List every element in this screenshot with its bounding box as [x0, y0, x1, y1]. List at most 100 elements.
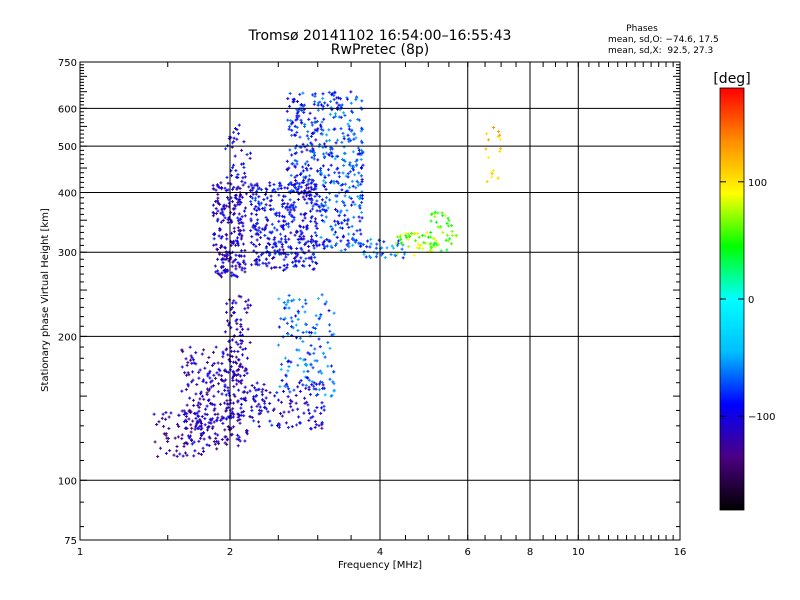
echo-point [277, 343, 281, 347]
echo-point [178, 452, 182, 456]
echo-point [257, 186, 261, 190]
echo-point [305, 375, 309, 379]
echo-point [220, 235, 224, 239]
echo-point [204, 381, 208, 385]
echo-point [188, 434, 192, 438]
echo-point [295, 423, 299, 427]
echo-point [204, 407, 208, 411]
echo-point [250, 405, 254, 409]
echo-point [181, 454, 185, 458]
echo-point [184, 388, 188, 392]
echo-point [219, 236, 223, 240]
echo-point [323, 302, 327, 306]
echo-point [269, 194, 273, 198]
echo-point [278, 181, 282, 185]
echo-point [202, 449, 206, 453]
echo-point [226, 425, 230, 429]
echo-point [254, 262, 258, 266]
echo-point [312, 267, 316, 271]
echo-point [284, 373, 288, 377]
echo-point [296, 237, 300, 241]
colorbar-label: [deg] [713, 71, 750, 87]
echo-point [293, 233, 297, 237]
echo-point [189, 354, 193, 358]
echo-point [240, 195, 244, 199]
echo-point [232, 230, 236, 234]
echo-point [234, 378, 238, 382]
echo-point [219, 181, 223, 185]
echo-point [307, 330, 311, 334]
echo-point [268, 252, 272, 256]
echo-point [216, 257, 220, 261]
echo-point [302, 411, 306, 415]
echo-point [289, 122, 293, 126]
echo-point [192, 454, 196, 458]
echo-point [312, 244, 316, 248]
echo-point [293, 185, 297, 189]
echo-point [312, 381, 316, 385]
echo-point [257, 242, 261, 246]
echo-point [241, 327, 245, 331]
echo-point [250, 196, 254, 200]
y-tick-label: 100 [58, 476, 77, 487]
echo-point [230, 338, 234, 342]
echo-point [208, 369, 212, 373]
echo-point [185, 453, 189, 457]
echo-point [321, 383, 325, 387]
echo-point [253, 183, 257, 187]
echo-point [303, 401, 307, 405]
y-axis-label: Stationary phase Virtual Height [km] [40, 208, 51, 392]
echo-point [198, 368, 202, 372]
echo-point [240, 179, 244, 183]
echo-point [313, 327, 317, 331]
echo-point [243, 171, 247, 175]
echo-point [286, 300, 290, 304]
echo-point [197, 439, 201, 443]
echo-point [284, 240, 288, 244]
echo-point [224, 232, 228, 236]
echo-point [230, 264, 234, 268]
echo-point [298, 357, 302, 361]
echo-point [240, 148, 244, 152]
echo-point [243, 248, 247, 252]
echo-point [277, 193, 281, 197]
echo-point [200, 421, 204, 425]
echo-point [282, 410, 286, 414]
echo-point [240, 233, 244, 237]
echo-point [216, 361, 220, 365]
echo-point [214, 345, 218, 349]
echo-point [264, 389, 268, 393]
echo-point [259, 201, 263, 205]
echo-point [218, 202, 222, 206]
echo-point [185, 412, 189, 416]
echo-point [243, 214, 247, 218]
echo-point [220, 258, 224, 262]
y-tick-label: 200 [58, 332, 77, 343]
echo-point [161, 412, 165, 416]
echo-point [282, 258, 286, 262]
echo-point [197, 401, 201, 405]
echo-point [310, 181, 314, 185]
echo-point [278, 265, 282, 269]
echo-point [222, 379, 226, 383]
echo-point [279, 252, 283, 256]
echo-point [214, 270, 218, 274]
echo-point [240, 410, 244, 414]
echo-point [231, 415, 235, 419]
echo-point [329, 364, 333, 368]
echo-point [238, 217, 242, 221]
echo-point [264, 215, 268, 219]
echo-point [331, 380, 335, 384]
echo-point [236, 241, 240, 245]
echo-point [302, 225, 306, 229]
echo-point [184, 414, 188, 418]
echo-point [185, 373, 189, 377]
echo-point [252, 386, 256, 390]
echo-point [175, 445, 179, 449]
echo-point [242, 410, 246, 414]
echo-point [185, 427, 189, 431]
echo-point [307, 177, 311, 181]
echo-point [252, 207, 256, 211]
echo-point [263, 406, 267, 410]
echo-point [310, 237, 314, 241]
